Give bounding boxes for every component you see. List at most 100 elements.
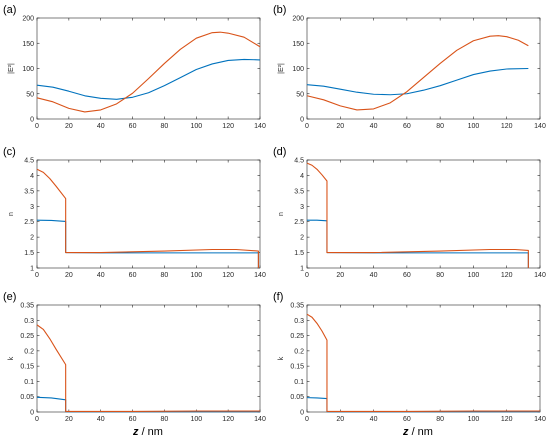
series-line-1 xyxy=(36,396,260,413)
y-tick-label: 0.25 xyxy=(20,333,34,340)
x-tick-label: 120 xyxy=(222,123,234,130)
x-tick-label: 100 xyxy=(190,272,202,279)
y-tick-label: 4.5 xyxy=(24,158,34,165)
axes-box xyxy=(306,17,541,120)
y-tick-label: 1 xyxy=(300,266,304,273)
x-tick-label: 20 xyxy=(65,123,73,130)
x-tick-label: 60 xyxy=(403,123,411,130)
y-tick-label: 3 xyxy=(30,204,34,211)
y-tick-label: 2.5 xyxy=(294,219,304,226)
panel-f: 0 20 40 60 80 100 120 140 0 0.05 0.1 0.15 0.2 0.25 0.3… xyxy=(273,291,546,423)
x-tick-label: 100 xyxy=(468,416,480,423)
x-tick-label: 140 xyxy=(254,123,266,130)
x-tick-label: 40 xyxy=(370,416,378,423)
y-tick-label: 0.1 xyxy=(24,379,34,386)
y-tick-label: 50 xyxy=(26,91,34,98)
y-tick-label: 0.35 xyxy=(290,303,304,310)
panel-label: (b) xyxy=(273,4,286,16)
x-tick-label: 80 xyxy=(436,272,444,279)
series-line-1 xyxy=(307,219,529,268)
series-line-1 xyxy=(36,219,259,268)
series-line-2 xyxy=(36,324,260,412)
y-tick-label: 1 xyxy=(30,266,34,273)
panel-e: 0 20 40 60 80 100 120 140 0 0.05 0.1 0.15 0.2 0.25 0.3… xyxy=(3,291,266,423)
y-tick-label: 3.5 xyxy=(24,188,34,195)
y-tick-label: 3 xyxy=(300,204,304,211)
series-line-2 xyxy=(36,31,261,113)
y-axis-label: n xyxy=(278,212,285,216)
x-tick-label: 20 xyxy=(65,272,73,279)
x-tick-label: 60 xyxy=(129,272,137,279)
x-tick-label: 140 xyxy=(254,272,266,279)
panel-label: (f) xyxy=(273,291,283,303)
y-axis-label: |E²| xyxy=(8,63,15,74)
x-tick-label: 140 xyxy=(534,416,546,423)
x-tick-label: 60 xyxy=(403,272,411,279)
x-tick-label: 20 xyxy=(336,123,344,130)
y-tick-label: 1.5 xyxy=(24,250,34,257)
y-tick-label: 2.5 xyxy=(24,219,34,226)
y-tick-label: 0.3 xyxy=(24,318,34,325)
y-tick-label: 2 xyxy=(30,235,34,242)
axes-box xyxy=(306,159,541,269)
y-tick-label: 4.5 xyxy=(294,158,304,165)
y-tick-label: 0.2 xyxy=(24,348,34,355)
axes-box xyxy=(36,159,261,269)
x-tick-label: 120 xyxy=(501,416,513,423)
panel-label: (e) xyxy=(3,291,16,303)
x-tick-label: 100 xyxy=(468,123,480,130)
y-tick-label: 0.2 xyxy=(294,348,304,355)
y-tick-label: 0.35 xyxy=(20,303,34,310)
x-tick-label: 40 xyxy=(97,416,105,423)
x-tick-label: 40 xyxy=(97,123,105,130)
y-axis-label: k xyxy=(8,356,15,360)
panel-a: 0 20 40 60 80 100 120 140 0 50 100 150 200 |E²| (a) xyxy=(3,4,266,130)
x-tick-label: 60 xyxy=(129,123,137,130)
y-axis-label: |E²| xyxy=(278,63,285,74)
panel-label: (c) xyxy=(3,146,16,158)
x-tick-label: 140 xyxy=(254,416,266,423)
y-tick-label: 50 xyxy=(296,91,304,98)
x-tick-label: 80 xyxy=(161,272,169,279)
x-tick-label: 0 xyxy=(305,123,309,130)
y-tick-label: 3.5 xyxy=(294,188,304,195)
y-tick-label: 1.5 xyxy=(294,250,304,257)
y-tick-label: 4 xyxy=(300,173,304,180)
x-tick-label: 120 xyxy=(222,416,234,423)
panel-c: 0 20 40 60 80 100 120 140 1 1.5 2 2.5 3 3.5 4 4.5 n (c) xyxy=(3,146,266,279)
x-tick-label: 120 xyxy=(222,272,234,279)
x-tick-label: 100 xyxy=(468,272,480,279)
axes-box xyxy=(36,304,261,413)
panel-label: (a) xyxy=(3,4,16,16)
x-tick-label: 0 xyxy=(35,416,39,423)
x-tick-label: 20 xyxy=(336,272,344,279)
y-tick-label: 0.1 xyxy=(294,379,304,386)
x-tick-label: 40 xyxy=(370,272,378,279)
x-tick-label: 100 xyxy=(190,416,202,423)
x-tick-label: 60 xyxy=(129,416,137,423)
y-tick-label: 0.25 xyxy=(290,333,304,340)
y-tick-label: 0 xyxy=(300,410,304,417)
x-tick-label: 20 xyxy=(65,416,73,423)
x-tick-label: 40 xyxy=(97,272,105,279)
y-tick-label: 100 xyxy=(292,66,304,73)
y-tick-label: 150 xyxy=(292,41,304,48)
y-tick-label: 200 xyxy=(22,16,34,23)
axes-box xyxy=(306,304,541,413)
y-tick-label: 0.3 xyxy=(294,318,304,325)
x-tick-label: 140 xyxy=(534,272,546,279)
x-tick-label: 20 xyxy=(336,416,344,423)
x-tick-label: 60 xyxy=(403,416,411,423)
series-line-2 xyxy=(306,162,529,268)
x-tick-label: 0 xyxy=(305,416,309,423)
panel-d: 0 20 40 60 80 100 120 140 1 1.5 2 2.5 3 3.5 4 4.5 n (d) xyxy=(273,146,546,279)
y-tick-label: 0.05 xyxy=(290,394,304,401)
x-tick-label: 120 xyxy=(501,123,513,130)
panel-label: (d) xyxy=(273,146,286,158)
y-tick-label: 0 xyxy=(300,117,304,124)
y-tick-label: 0.15 xyxy=(20,364,34,371)
x-tick-label: 0 xyxy=(35,272,39,279)
x-tick-label: 80 xyxy=(436,416,444,423)
series-line-1 xyxy=(306,67,529,96)
